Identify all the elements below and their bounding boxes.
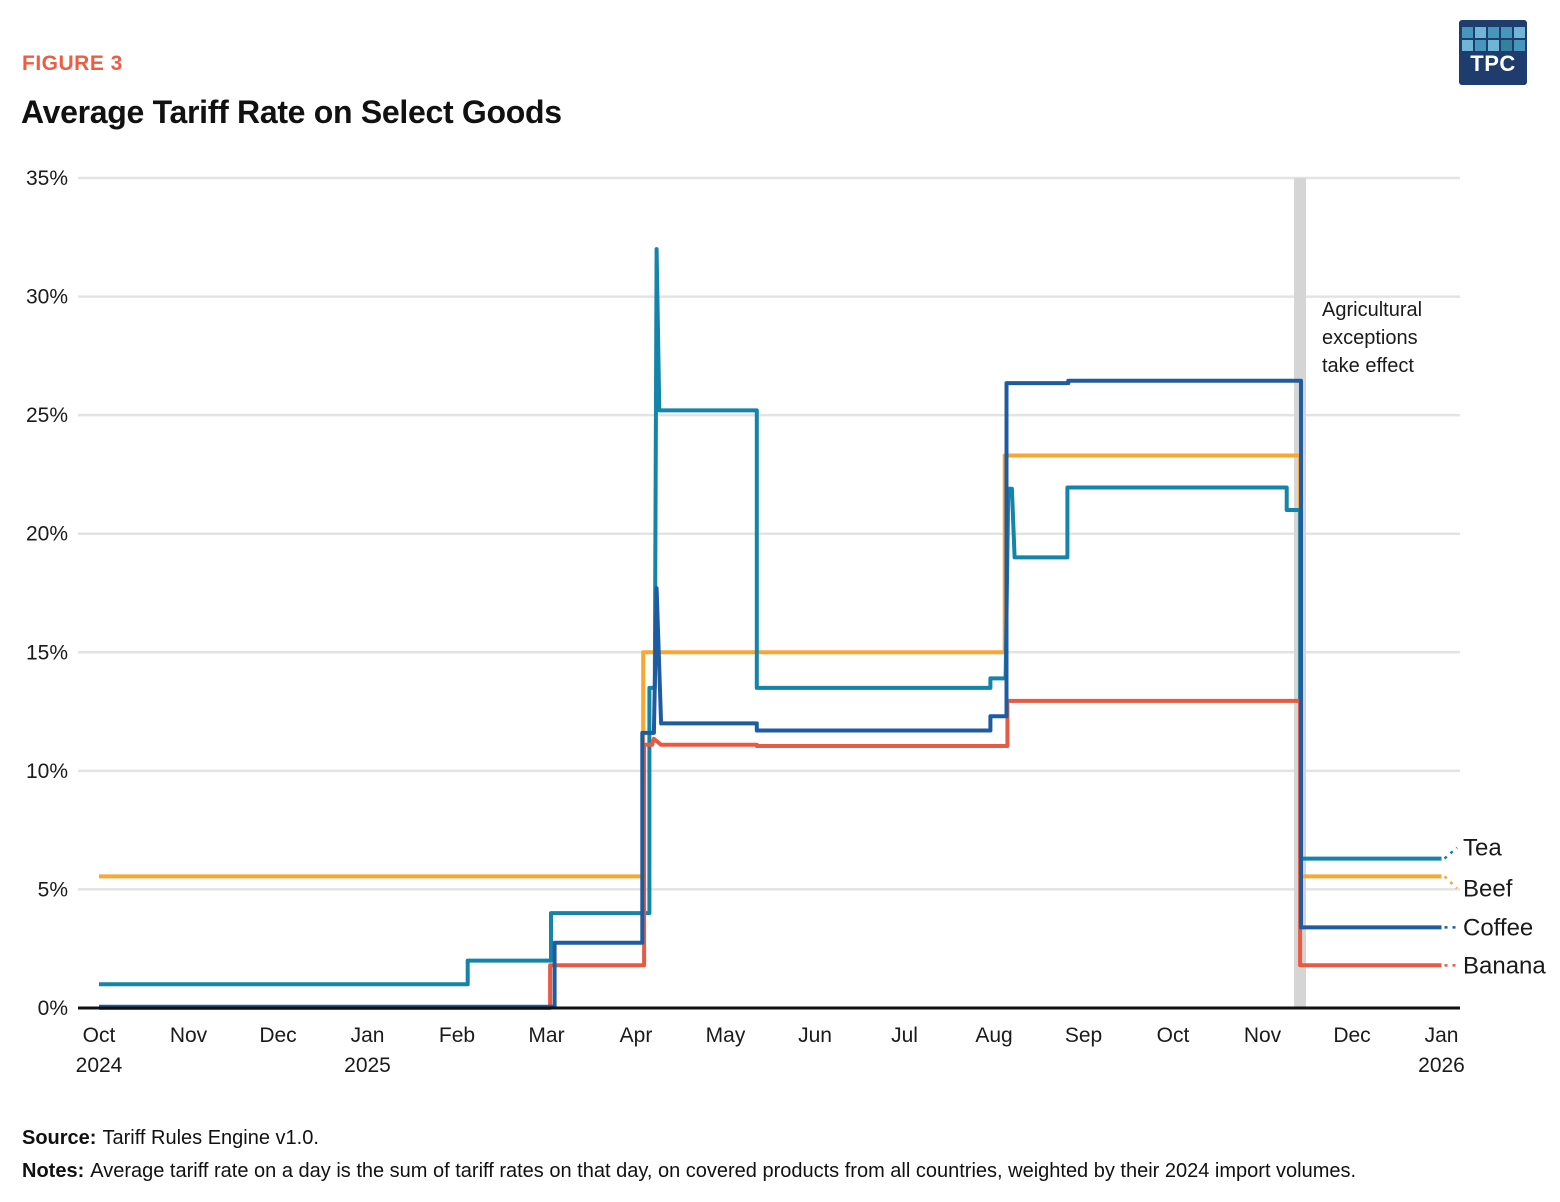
x-tick-label: Aug: [975, 1024, 1012, 1047]
series-line-tea: [99, 247, 1442, 987]
event-band-annotation: take effect: [1322, 355, 1414, 377]
x-tick-label: Oct: [1157, 1024, 1190, 1047]
tpc-logo-square: [1513, 27, 1525, 38]
y-tick-label: 20%: [26, 523, 68, 546]
chart-footer: Source: Tariff Rules Engine v1.0. Notes: A…: [22, 1122, 1356, 1188]
notes-line: Notes: Average tariff rate on a day is th…: [22, 1155, 1356, 1188]
x-year-label: 2024: [76, 1054, 123, 1077]
tpc-logo-text: TPC: [1470, 51, 1516, 76]
tpc-logo-square: [1500, 40, 1512, 51]
legend-connector-tea: [1443, 846, 1458, 860]
x-tick-label: Nov: [1244, 1024, 1282, 1047]
notes-text: Average tariff rate on a day is the sum …: [90, 1160, 1357, 1182]
tpc-logo-square: [1461, 27, 1473, 38]
x-tick-label: Apr: [620, 1024, 653, 1047]
x-tick-label: Nov: [170, 1024, 208, 1047]
x-tick-label: Jan: [1425, 1024, 1459, 1047]
series-line-coffee: [99, 378, 1442, 1009]
source-line: Source: Tariff Rules Engine v1.0.: [22, 1122, 1356, 1155]
tpc-logo-square: [1487, 27, 1499, 38]
x-tick-label: Jun: [798, 1024, 832, 1047]
x-tick-label: Feb: [439, 1024, 475, 1047]
x-tick-label: Dec: [1333, 1024, 1370, 1047]
tpc-logo-square: [1461, 40, 1473, 51]
y-tick-label: 5%: [38, 878, 68, 901]
notes-label: Notes:: [22, 1160, 85, 1182]
tpc-logo-square: [1500, 27, 1512, 38]
x-tick-label: Oct: [83, 1024, 116, 1047]
y-tick-label: 30%: [26, 286, 68, 309]
legend-label-beef: Beef: [1463, 875, 1513, 902]
y-tick-label: 25%: [26, 404, 68, 427]
source-label: Source:: [22, 1127, 97, 1149]
tpc-logo-square: [1474, 40, 1486, 51]
series-line-beef: [99, 453, 1442, 879]
source-text: Tariff Rules Engine v1.0.: [102, 1127, 319, 1149]
x-tick-label: Jul: [891, 1024, 918, 1047]
tpc-logo: TPC: [1459, 20, 1527, 85]
x-year-label: 2026: [1418, 1054, 1465, 1077]
x-year-label: 2025: [344, 1054, 391, 1077]
event-band-annotation: Agricultural: [1322, 299, 1422, 321]
x-tick-label: Jan: [351, 1024, 385, 1047]
event-band-annotation: exceptions: [1322, 327, 1418, 349]
y-tick-label: 0%: [38, 997, 68, 1020]
tpc-logo-square: [1487, 40, 1499, 51]
x-tick-label: May: [706, 1024, 746, 1047]
x-tick-label: Dec: [259, 1024, 296, 1047]
tpc-logo-square: [1474, 27, 1486, 38]
x-tick-label: Sep: [1065, 1024, 1102, 1047]
y-tick-label: 10%: [26, 760, 68, 783]
series-line-banana: [99, 698, 1442, 1010]
y-tick-label: 35%: [26, 167, 68, 190]
legend-label-banana: Banana: [1463, 952, 1546, 979]
tpc-logo-square: [1513, 40, 1525, 51]
legend-label-coffee: Coffee: [1463, 914, 1533, 941]
y-tick-label: 15%: [26, 641, 68, 664]
figure-label: FIGURE 3: [22, 52, 123, 75]
x-tick-label: Mar: [528, 1024, 564, 1047]
page-title: Average Tariff Rate on Select Goods: [21, 94, 562, 130]
legend-connector-beef: [1443, 875, 1458, 890]
legend-label-tea: Tea: [1463, 835, 1502, 862]
tpc-logo-grid: [1459, 20, 1527, 51]
